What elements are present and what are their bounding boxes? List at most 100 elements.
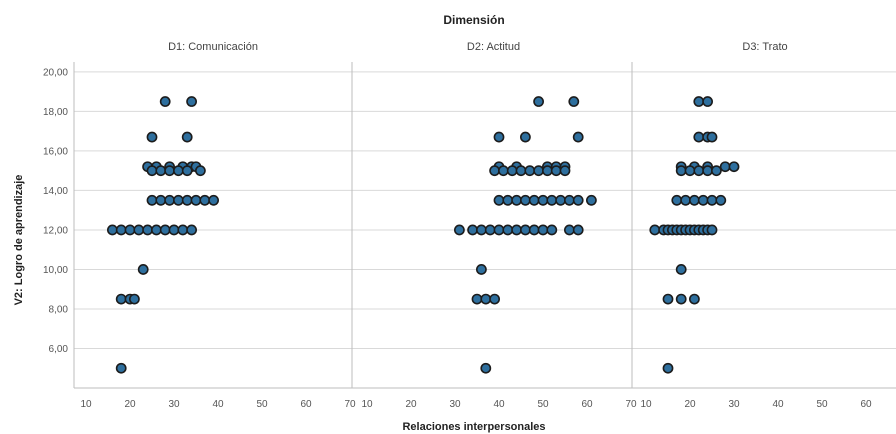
data-point [133,224,145,236]
data-point [172,165,184,177]
x-tick-label: 20 [405,399,417,410]
data-point [715,194,727,206]
data-point [172,194,184,206]
data-point [493,224,505,236]
y-tick-label: 18,00 [43,107,68,118]
x-tick-label: 60 [581,399,593,410]
data-point [511,194,522,206]
data-point [586,194,597,206]
data-point [559,165,571,177]
y-tick-label: 20,00 [43,67,68,78]
data-point [493,194,505,206]
x-axis-label: Relaciones interpersonales [402,421,545,433]
data-point [115,293,127,305]
data-point [137,264,149,275]
data-point [533,165,544,177]
data-point [489,165,500,177]
data-point [164,194,175,206]
data-point [533,96,544,107]
x-tick-label: 70 [625,399,637,410]
data-point [568,96,580,107]
data-point [706,224,718,236]
data-point [550,165,562,177]
data-point [471,293,483,305]
data-point [194,165,206,177]
data-point [480,293,492,305]
data-point [572,224,584,236]
panel-title: D1: Comunicación [168,41,258,53]
x-tick-label: 70 [344,399,356,410]
data-point [649,224,661,236]
data-point [155,194,167,206]
data-point [675,293,687,305]
data-point [142,224,153,236]
data-point [706,194,718,206]
data-point [493,131,505,143]
x-tick-label: 50 [256,399,268,410]
data-point [537,224,549,236]
data-point [146,131,158,143]
data-point [159,96,171,107]
y-tick-label: 16,00 [43,146,68,157]
x-tick-label: 30 [449,399,461,410]
data-point [190,194,202,206]
y-axis-label: V2: Logro de aprendizaje [13,175,25,306]
data-point [528,194,540,206]
data-point [520,224,531,236]
data-point [702,96,713,107]
x-tick-label: 20 [684,399,696,410]
data-point [537,194,549,206]
data-point [506,165,518,177]
data-point [680,194,691,206]
data-point [572,131,584,143]
data-point [475,224,487,236]
x-tick-label: 40 [772,399,784,410]
data-point [564,194,575,206]
data-point [542,165,553,177]
data-point [208,194,219,206]
data-point [502,224,514,236]
data-point [728,161,740,173]
data-point [502,194,514,206]
data-point [528,224,540,236]
data-point [520,194,531,206]
y-tick-label: 12,00 [43,225,68,236]
data-point [719,161,731,173]
data-point [520,131,531,143]
data-point [489,293,500,305]
data-point [555,194,566,206]
data-point [693,131,705,143]
data-point [702,165,713,177]
data-point [524,165,536,177]
data-point [467,224,478,236]
x-tick-label: 10 [640,399,652,410]
x-tick-label: 60 [300,399,312,410]
panels-layer: 20,00 18,00 16,00 14,00 12,00 10,00 8,00 6,00 D1… [43,41,896,410]
data-point [186,96,197,107]
y-tick-label: 6,00 [49,344,69,355]
data-point [546,224,558,236]
panel-title: D3: Trato [742,41,787,53]
x-tick-label: 50 [816,399,828,410]
chart-title: Dimensión [443,13,504,27]
data-point [572,194,584,206]
data-point [675,264,687,275]
data-point [186,224,197,236]
data-point [706,131,718,143]
data-point [689,194,700,206]
data-point [564,224,575,236]
data-point [146,165,158,177]
y-tick-label: 14,00 [43,186,68,197]
data-point [146,194,158,206]
x-tick-label: 60 [860,399,872,410]
data-point [662,362,674,374]
data-point [480,362,492,374]
data-point [128,293,140,305]
data-point [177,224,189,236]
x-tick-label: 40 [493,399,505,410]
x-tick-label: 50 [537,399,549,410]
data-point [181,165,193,177]
x-tick-label: 20 [124,399,136,410]
data-point [168,224,180,236]
data-point [107,224,118,236]
